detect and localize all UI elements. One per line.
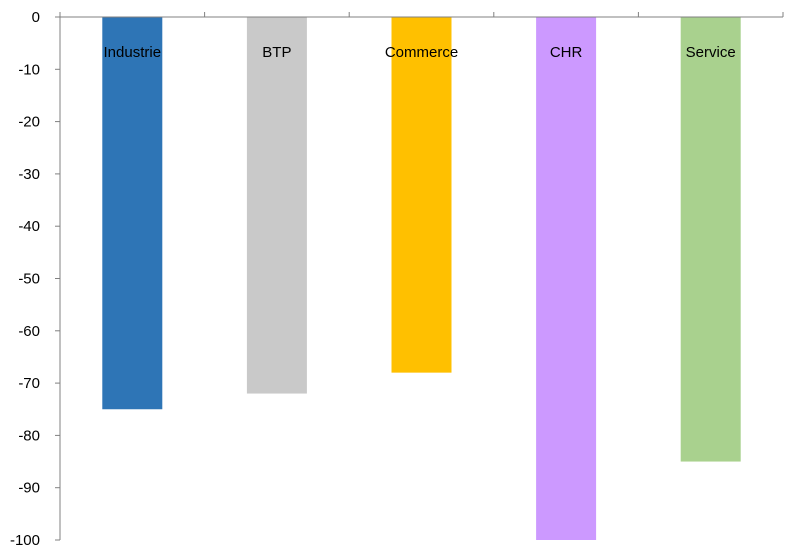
y-tick-label: 0 [32,9,40,26]
x-axis [59,12,784,18]
y-tick-label: -50 [18,271,40,288]
y-tick-label: -70 [18,375,40,392]
bar-service [680,17,741,462]
y-tick-label: -90 [18,480,40,497]
bar-btp [246,17,307,394]
bars [102,17,741,540]
category-label: Commerce [385,44,458,61]
category-label: BTP [262,44,291,61]
bar-commerce [391,17,452,373]
bar-industrie [102,17,163,410]
y-tick-label: -80 [18,427,40,444]
category-labels: Industrie BTP Commerce CHR Service [104,44,736,61]
category-label: Industrie [104,44,162,61]
y-tick-label: -60 [18,323,40,340]
y-tick-label: -40 [18,218,40,235]
y-tick-label: -20 [18,114,40,131]
y-axis: 0 -10 -20 -30 -40 -50 -60 -70 -80 -90 -100 [10,9,61,549]
y-tick-label: -10 [18,61,40,78]
bar-chr [536,17,597,540]
category-label: CHR [550,44,583,61]
y-tick-label: -30 [18,166,40,183]
y-tick-label: -100 [10,532,40,549]
category-label: Service [686,44,736,61]
